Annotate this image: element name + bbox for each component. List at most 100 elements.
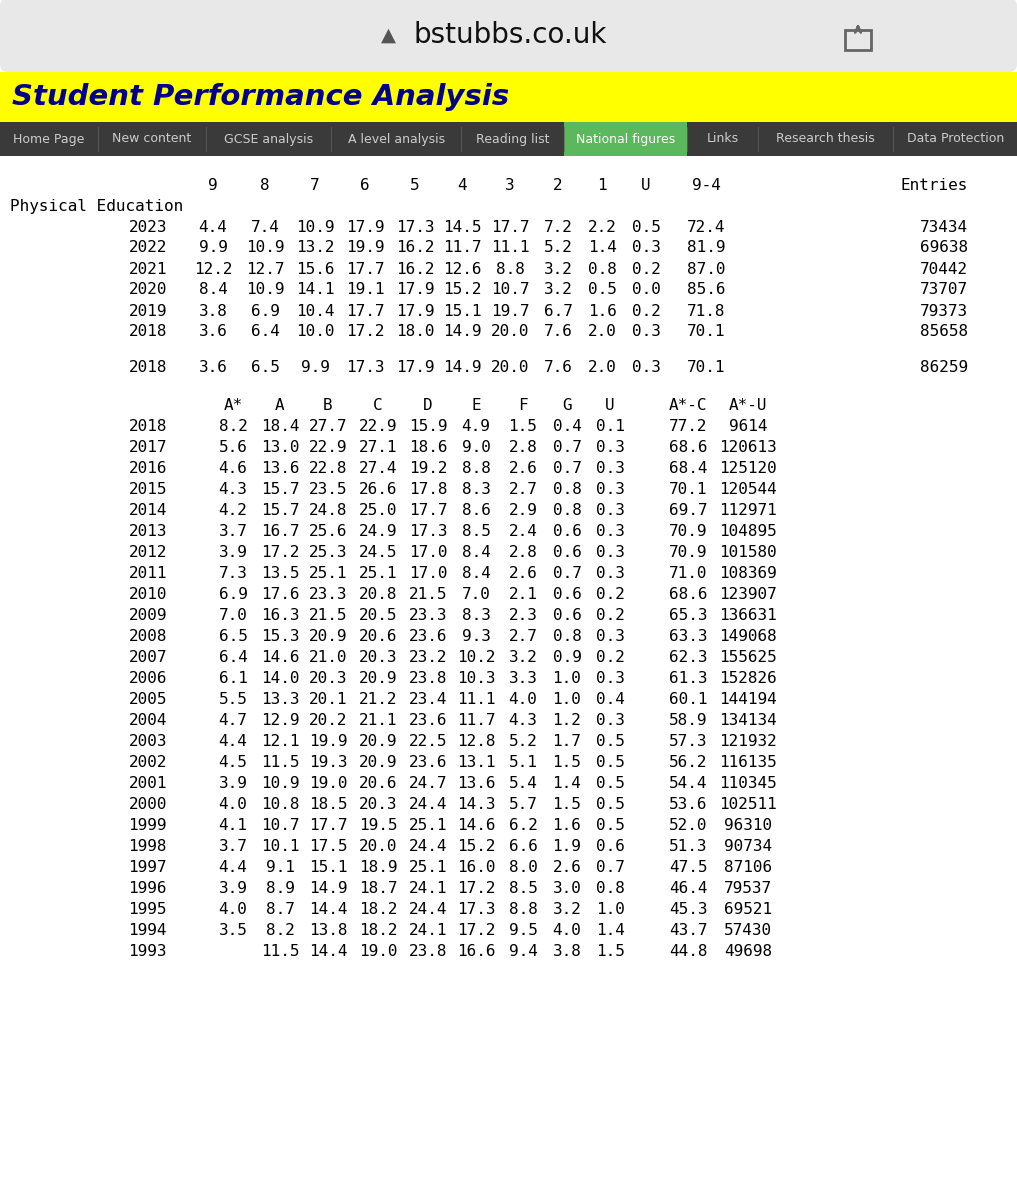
Text: 0.2: 0.2 [596,650,624,665]
Text: 8: 8 [260,178,270,192]
Text: 11.7: 11.7 [457,713,495,728]
Text: 3.3: 3.3 [508,671,537,686]
Text: 19.9: 19.9 [346,240,384,256]
Text: D: D [423,398,433,413]
Text: 20.9: 20.9 [359,734,398,749]
Text: 11.7: 11.7 [442,240,481,256]
Text: 23.3: 23.3 [409,608,447,623]
Text: 0.8: 0.8 [588,262,616,276]
Text: 2006: 2006 [128,671,167,686]
Text: 3: 3 [505,178,515,192]
Text: U: U [641,178,651,192]
Text: Reading list: Reading list [476,132,549,145]
Text: 24.1: 24.1 [409,923,447,938]
Text: 3.7: 3.7 [219,839,247,854]
Text: 0.4: 0.4 [552,419,582,434]
Text: 10.0: 10.0 [296,324,335,340]
Text: 18.5: 18.5 [309,797,347,812]
Text: 0.9: 0.9 [552,650,582,665]
Text: 46.4: 46.4 [669,881,707,896]
Text: 2: 2 [553,178,562,192]
Text: 6.9: 6.9 [250,304,280,318]
Text: 14.4: 14.4 [309,944,347,959]
Text: 10.8: 10.8 [260,797,299,812]
Text: 20.6: 20.6 [359,629,398,644]
Text: 17.3: 17.3 [346,360,384,376]
Text: 62.3: 62.3 [669,650,707,665]
Text: 20.5: 20.5 [359,608,398,623]
Text: 8.5: 8.5 [462,524,490,539]
Text: 8.4: 8.4 [462,545,490,560]
Text: 3.6: 3.6 [198,324,228,340]
Text: 0.6: 0.6 [552,545,582,560]
Bar [0,72,1017,122]
Text: 5: 5 [410,178,420,192]
Text: 2.0: 2.0 [588,324,616,340]
Text: 0.8: 0.8 [596,881,624,896]
Text: 2002: 2002 [128,755,167,770]
Text: 24.5: 24.5 [359,545,398,560]
Text: 110345: 110345 [719,776,777,791]
Text: 4.3: 4.3 [508,713,537,728]
Text: 17.2: 17.2 [346,324,384,340]
Text: 61.3: 61.3 [669,671,707,686]
Text: 102511: 102511 [719,797,777,812]
Text: 12.1: 12.1 [260,734,299,749]
Text: 2005: 2005 [128,692,167,707]
Text: 17.2: 17.2 [457,923,495,938]
Text: 9.5: 9.5 [508,923,537,938]
Text: 4.0: 4.0 [552,923,582,938]
Text: 0.5: 0.5 [596,734,624,749]
Text: 101580: 101580 [719,545,777,560]
Text: 7.0: 7.0 [462,587,490,602]
Text: 14.0: 14.0 [260,671,299,686]
Text: National figures: National figures [576,132,675,145]
Text: 24.9: 24.9 [359,524,398,539]
Text: 17.7: 17.7 [491,220,529,234]
Text: 17.0: 17.0 [409,566,447,581]
Text: 17.3: 17.3 [409,524,447,539]
Text: 1.6: 1.6 [588,304,616,318]
Text: 13.3: 13.3 [260,692,299,707]
Text: 2009: 2009 [128,608,167,623]
Text: 104895: 104895 [719,524,777,539]
Text: 5.7: 5.7 [508,797,537,812]
Text: 2.6: 2.6 [552,860,582,875]
Text: 24.4: 24.4 [409,839,447,854]
Text: 26.6: 26.6 [359,482,398,497]
Text: 1.5: 1.5 [596,944,624,959]
Text: 6.1: 6.1 [219,671,247,686]
Text: 12.7: 12.7 [246,262,284,276]
Text: 152826: 152826 [719,671,777,686]
Text: 149068: 149068 [719,629,777,644]
Text: C: C [373,398,382,413]
Text: 17.7: 17.7 [309,818,347,833]
Text: 70442: 70442 [919,262,968,276]
Text: 3.7: 3.7 [219,524,247,539]
Text: 0.3: 0.3 [596,629,624,644]
Text: 2010: 2010 [128,587,167,602]
Text: 16.3: 16.3 [260,608,299,623]
Text: 2019: 2019 [128,304,167,318]
Text: 0.7: 0.7 [596,860,624,875]
Text: New content: New content [112,132,191,145]
Text: A*-U: A*-U [729,398,767,413]
Text: 20.6: 20.6 [359,776,398,791]
Text: 44.8: 44.8 [669,944,707,959]
Text: 11.5: 11.5 [260,944,299,959]
Text: 0.8: 0.8 [552,503,582,518]
Text: 4.4: 4.4 [219,734,247,749]
Text: 7.6: 7.6 [543,324,573,340]
Text: 58.9: 58.9 [669,713,707,728]
Text: 15.9: 15.9 [409,419,447,434]
Text: 57.3: 57.3 [669,734,707,749]
Text: 21.0: 21.0 [309,650,347,665]
Text: 19.9: 19.9 [309,734,347,749]
Text: 70.1: 70.1 [686,324,725,340]
Text: 3.6: 3.6 [198,360,228,376]
Text: A level analysis: A level analysis [348,132,444,145]
Text: 20.9: 20.9 [359,671,398,686]
Text: B: B [323,398,333,413]
Text: 21.5: 21.5 [309,608,347,623]
Text: 2022: 2022 [128,240,167,256]
